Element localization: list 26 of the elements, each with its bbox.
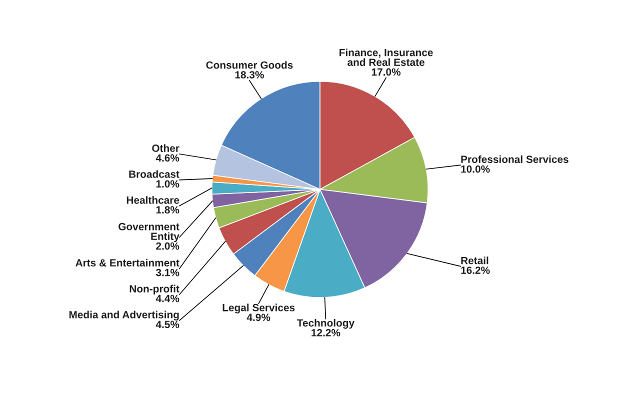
slice-label: Broadcast bbox=[129, 170, 180, 178]
slice-label: Arts & Entertainment bbox=[76, 258, 180, 267]
data-label: 4.5% bbox=[156, 320, 180, 328]
slice-label: Technology bbox=[296, 318, 354, 329]
slice-label: Finance, Insurance and Real Estate bbox=[340, 48, 433, 66]
slice-label: Retail bbox=[461, 256, 488, 264]
slice-label: Healthcare bbox=[126, 196, 180, 204]
data-label: 18.3% bbox=[235, 71, 264, 78]
data-label: 4.4% bbox=[156, 294, 180, 302]
slice-label: Non-profit bbox=[130, 284, 180, 295]
data-label: 10.0% bbox=[461, 165, 490, 173]
slice-label: Government Entity bbox=[118, 222, 180, 242]
data-label: 16.2% bbox=[461, 266, 490, 274]
slice-label: Consumer Goods bbox=[206, 61, 293, 69]
data-label: 3.1% bbox=[156, 268, 180, 276]
slice-label: Media and Advertising bbox=[69, 310, 179, 320]
data-label: 1.8% bbox=[156, 206, 180, 214]
slice-label: Other bbox=[152, 144, 180, 152]
data-label: 1.0% bbox=[156, 180, 180, 188]
data-label: 2.0% bbox=[156, 242, 180, 250]
slice-label: Professional Services bbox=[461, 155, 568, 164]
data-label: 17.0% bbox=[372, 68, 401, 76]
data-label: 4.6% bbox=[156, 154, 180, 162]
slice-label: Legal Services bbox=[222, 304, 295, 314]
data-label: 12.2% bbox=[312, 329, 340, 336]
data-label: 4.9% bbox=[246, 314, 270, 322]
